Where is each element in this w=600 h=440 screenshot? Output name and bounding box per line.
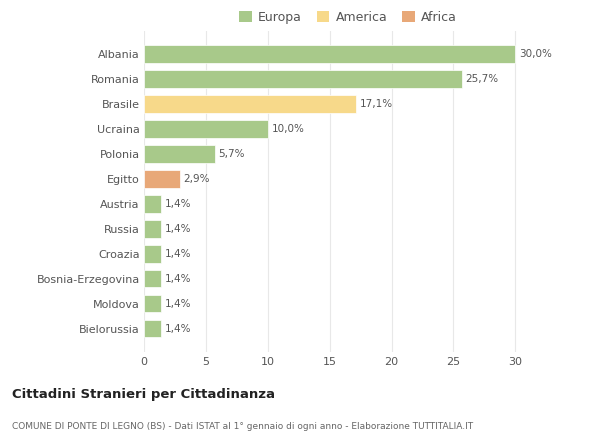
Bar bbox=[144, 195, 161, 213]
Bar bbox=[144, 320, 161, 337]
Text: 5,7%: 5,7% bbox=[218, 149, 245, 159]
Text: COMUNE DI PONTE DI LEGNO (BS) - Dati ISTAT al 1° gennaio di ogni anno - Elaboraz: COMUNE DI PONTE DI LEGNO (BS) - Dati IST… bbox=[12, 422, 473, 431]
Text: 10,0%: 10,0% bbox=[271, 124, 304, 134]
Text: 1,4%: 1,4% bbox=[165, 199, 191, 209]
Bar bbox=[144, 270, 161, 287]
Bar bbox=[144, 170, 180, 187]
Bar bbox=[144, 245, 161, 263]
Text: 1,4%: 1,4% bbox=[165, 249, 191, 259]
Bar bbox=[144, 220, 161, 238]
Text: 17,1%: 17,1% bbox=[359, 99, 392, 109]
Bar bbox=[144, 95, 356, 113]
Text: 1,4%: 1,4% bbox=[165, 224, 191, 234]
Legend: Europa, America, Africa: Europa, America, Africa bbox=[239, 11, 457, 24]
Text: 2,9%: 2,9% bbox=[184, 174, 210, 184]
Text: 25,7%: 25,7% bbox=[466, 74, 499, 84]
Bar bbox=[144, 145, 215, 163]
Bar bbox=[144, 120, 268, 138]
Bar bbox=[144, 45, 515, 63]
Text: 1,4%: 1,4% bbox=[165, 299, 191, 309]
Text: 1,4%: 1,4% bbox=[165, 324, 191, 334]
Text: 30,0%: 30,0% bbox=[519, 49, 552, 59]
Text: Cittadini Stranieri per Cittadinanza: Cittadini Stranieri per Cittadinanza bbox=[12, 388, 275, 401]
Bar bbox=[144, 70, 462, 88]
Text: 1,4%: 1,4% bbox=[165, 274, 191, 284]
Bar bbox=[144, 295, 161, 312]
